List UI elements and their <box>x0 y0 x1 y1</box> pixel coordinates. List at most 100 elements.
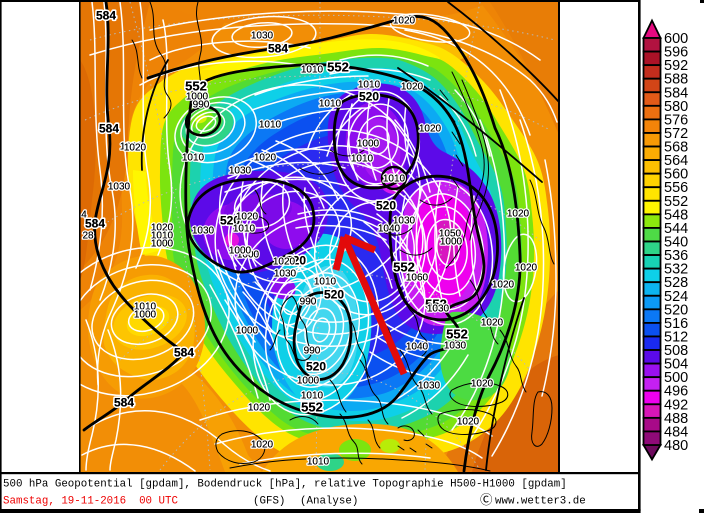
svg-text:1020: 1020 <box>254 153 277 164</box>
svg-text:1020: 1020 <box>124 143 147 154</box>
svg-text:1020: 1020 <box>248 403 271 414</box>
svg-text:990: 990 <box>300 297 317 308</box>
svg-text:1020: 1020 <box>120 142 143 153</box>
svg-text:484: 484 <box>664 424 688 440</box>
svg-text:600: 600 <box>664 31 688 47</box>
svg-text:1010: 1010 <box>233 224 256 235</box>
svg-text:520: 520 <box>220 213 240 227</box>
svg-text:1010: 1010 <box>134 302 157 313</box>
svg-text:Ⓒ: Ⓒ <box>480 493 493 508</box>
svg-text:544: 544 <box>664 221 688 237</box>
svg-text:1010: 1010 <box>151 231 174 242</box>
svg-text:1000: 1000 <box>357 139 380 150</box>
svg-text:1020: 1020 <box>273 257 296 268</box>
svg-text:520: 520 <box>286 253 306 267</box>
svg-text:990: 990 <box>193 100 210 111</box>
svg-text:516: 516 <box>664 316 688 332</box>
svg-text:990: 990 <box>304 346 321 357</box>
svg-text:4: 4 <box>81 210 87 221</box>
svg-text:532: 532 <box>664 262 688 278</box>
svg-text:1000: 1000 <box>134 310 157 321</box>
svg-text:552: 552 <box>446 327 468 342</box>
svg-text:1010: 1010 <box>259 120 282 131</box>
svg-text:1010: 1010 <box>233 224 256 235</box>
svg-text:548: 548 <box>664 207 688 223</box>
svg-text:1000: 1000 <box>236 326 259 337</box>
svg-text:1040: 1040 <box>378 224 401 235</box>
svg-text:588: 588 <box>664 72 688 88</box>
svg-text:536: 536 <box>664 248 688 264</box>
svg-text:488: 488 <box>664 411 688 427</box>
svg-text:1010: 1010 <box>301 391 324 402</box>
svg-text:1000: 1000 <box>186 92 209 103</box>
svg-text:Samstag, 19-11-2016 00 UTC: Samstag, 19-11-2016 00 UTC <box>3 496 178 508</box>
svg-text:1020: 1020 <box>481 318 504 329</box>
svg-text:552: 552 <box>327 60 349 75</box>
svg-text:552: 552 <box>664 194 688 210</box>
svg-text:1020: 1020 <box>401 82 424 93</box>
svg-text:1050: 1050 <box>439 229 462 240</box>
svg-text:1020: 1020 <box>481 318 504 329</box>
svg-text:990: 990 <box>193 100 210 111</box>
svg-text:1020: 1020 <box>273 257 296 268</box>
svg-text:1000: 1000 <box>237 250 260 261</box>
svg-text:(Analyse): (Analyse) <box>300 496 358 508</box>
svg-text:552: 552 <box>301 400 323 415</box>
svg-text:1010: 1010 <box>301 391 324 402</box>
svg-text:1030: 1030 <box>192 226 215 237</box>
svg-text:480: 480 <box>664 438 688 454</box>
svg-text:584: 584 <box>114 395 134 409</box>
svg-text:1010: 1010 <box>301 65 324 76</box>
svg-text:1000: 1000 <box>297 376 320 387</box>
svg-text:1050: 1050 <box>439 229 462 240</box>
svg-text:520: 520 <box>306 359 326 373</box>
svg-text:1020: 1020 <box>248 403 271 414</box>
svg-text:564: 564 <box>664 153 688 169</box>
svg-text:1010: 1010 <box>319 99 342 110</box>
svg-text:552: 552 <box>393 260 415 275</box>
svg-text:1020: 1020 <box>151 223 174 234</box>
svg-text:990: 990 <box>304 346 321 357</box>
svg-text:1020: 1020 <box>457 417 480 428</box>
svg-text:1020: 1020 <box>236 212 259 223</box>
svg-text:1030: 1030 <box>418 381 441 392</box>
svg-text:1000: 1000 <box>440 237 463 248</box>
svg-text:1010: 1010 <box>351 154 374 165</box>
svg-text:1030: 1030 <box>274 269 297 280</box>
svg-text:584: 584 <box>85 216 105 230</box>
svg-text:560: 560 <box>664 167 688 183</box>
svg-text:1030: 1030 <box>444 341 467 352</box>
svg-text:1020: 1020 <box>419 124 442 135</box>
svg-text:1020: 1020 <box>471 379 494 390</box>
svg-text:596: 596 <box>664 45 688 61</box>
svg-text:1010: 1010 <box>314 277 337 288</box>
svg-text:584: 584 <box>96 8 116 22</box>
svg-text:552: 552 <box>446 327 468 342</box>
svg-text:1060: 1060 <box>406 273 429 284</box>
svg-text:520: 520 <box>376 198 396 212</box>
svg-text:1040: 1040 <box>406 342 429 353</box>
svg-text:1010: 1010 <box>319 99 342 110</box>
svg-text:552: 552 <box>301 400 323 415</box>
svg-text:1020: 1020 <box>419 124 442 135</box>
svg-text:1030: 1030 <box>192 226 215 237</box>
svg-text:496: 496 <box>664 384 688 400</box>
svg-text:1020: 1020 <box>515 263 538 274</box>
svg-text:500: 500 <box>664 370 688 386</box>
svg-text:1000: 1000 <box>440 237 463 248</box>
svg-text:520: 520 <box>664 302 688 318</box>
svg-text:584: 584 <box>114 395 134 409</box>
svg-text:1000: 1000 <box>229 246 252 257</box>
svg-text:1010: 1010 <box>314 277 337 288</box>
svg-text:508: 508 <box>664 343 688 359</box>
svg-text:1040: 1040 <box>378 224 401 235</box>
svg-text:1020: 1020 <box>393 16 416 27</box>
svg-text:584: 584 <box>99 121 119 135</box>
svg-text:520: 520 <box>376 198 396 212</box>
svg-text:1030: 1030 <box>393 216 416 227</box>
svg-text:1010: 1010 <box>182 153 205 164</box>
svg-text:1030: 1030 <box>229 166 252 177</box>
svg-text:1020: 1020 <box>457 417 480 428</box>
svg-text:1010: 1010 <box>358 80 381 91</box>
svg-text:1030: 1030 <box>251 31 274 42</box>
